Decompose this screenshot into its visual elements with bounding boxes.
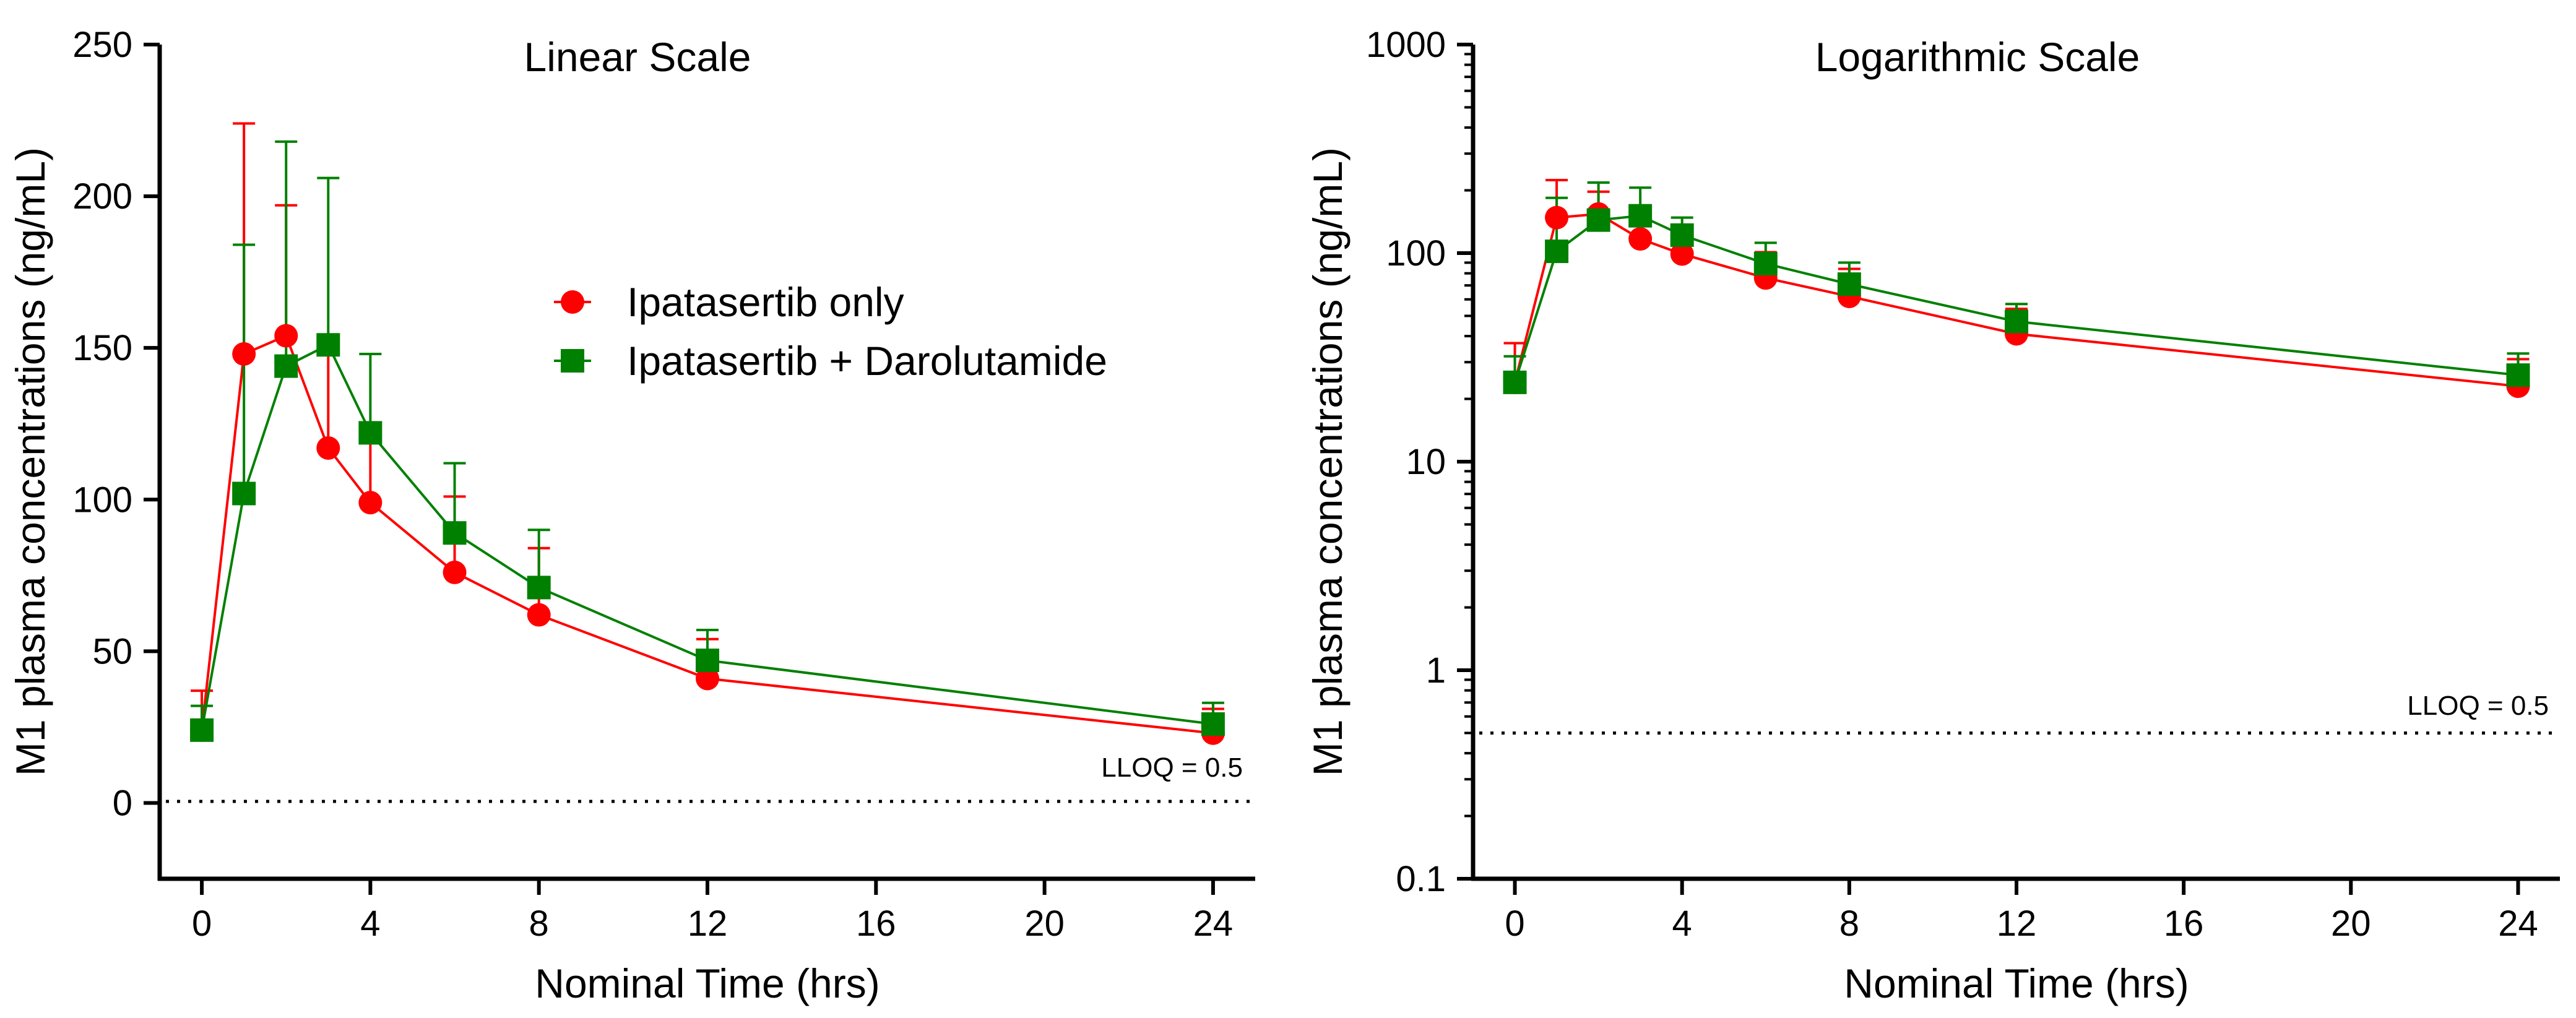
data-point bbox=[274, 354, 298, 378]
data-point bbox=[443, 560, 467, 584]
data-point bbox=[1503, 370, 1527, 394]
x-tick-label: 0 bbox=[1505, 904, 1524, 944]
x-tick-label: 0 bbox=[192, 904, 212, 944]
series-ipatasertib-darolutamide bbox=[1503, 181, 2530, 383]
data-point bbox=[443, 521, 467, 545]
data-point bbox=[1670, 242, 1694, 266]
data-point bbox=[527, 603, 551, 627]
lloq-label: LLOQ = 0.5 bbox=[2407, 691, 2549, 721]
data-point bbox=[1586, 208, 1610, 232]
legend-marker bbox=[561, 290, 584, 314]
x-tick-label: 24 bbox=[1193, 904, 1234, 944]
data-point bbox=[316, 436, 340, 460]
data-point bbox=[190, 718, 214, 742]
legend-item-ipatasertib-darolutamide: Ipatasertib + Darolutamide bbox=[554, 338, 1107, 384]
x-tick-label: 8 bbox=[529, 904, 549, 944]
data-point bbox=[1545, 205, 1569, 230]
y-tick-label: 200 bbox=[72, 176, 132, 217]
data-point bbox=[1670, 223, 1694, 247]
y-tick-label: 100 bbox=[1386, 233, 1446, 274]
data-point bbox=[1201, 712, 1225, 736]
x-tick-label: 16 bbox=[2164, 904, 2204, 944]
data-point bbox=[232, 342, 256, 366]
x-axis-title: Nominal Time (hrs) bbox=[1844, 960, 2189, 1006]
legend-label: Ipatasertib only bbox=[627, 279, 904, 325]
data-point bbox=[696, 666, 719, 691]
legend-marker bbox=[561, 349, 584, 373]
x-tick-label: 4 bbox=[360, 904, 380, 944]
data-point bbox=[1628, 204, 1653, 228]
y-tick-label: 1 bbox=[1426, 650, 1446, 691]
data-point bbox=[358, 491, 383, 515]
x-tick-label: 12 bbox=[1997, 904, 2037, 944]
series-markers-ipatasertib-only bbox=[1503, 202, 2530, 399]
y-tick-label: 1000 bbox=[1366, 25, 1446, 65]
y-tick-label: 250 bbox=[72, 25, 132, 65]
x-tick-label: 4 bbox=[1672, 904, 1692, 944]
series-markers-ipatasertib-darolutamide bbox=[190, 333, 1225, 742]
x-tick-label: 8 bbox=[1839, 904, 1859, 944]
series-markers-ipatasertib-only bbox=[190, 324, 1225, 745]
y-axis-title: M1 plasma concentrations (ng/mL) bbox=[1305, 147, 1351, 776]
y-tick-label: 50 bbox=[92, 631, 132, 671]
data-point bbox=[316, 333, 340, 357]
series-ipatasertib-only bbox=[1503, 178, 2530, 388]
y-tick-label: 150 bbox=[72, 328, 132, 368]
y-tick-label: 0.1 bbox=[1396, 859, 1446, 899]
data-point bbox=[2005, 309, 2028, 334]
chart-title: Linear Scale bbox=[524, 34, 751, 80]
data-point bbox=[696, 649, 719, 673]
y-tick-label: 0 bbox=[113, 783, 132, 823]
x-tick-label: 24 bbox=[2498, 904, 2538, 944]
x-axis-title: Nominal Time (hrs) bbox=[535, 960, 880, 1006]
series-markers-ipatasertib-darolutamide bbox=[1503, 204, 2530, 394]
data-point bbox=[2506, 363, 2530, 387]
data-point bbox=[1837, 272, 1861, 296]
series-line bbox=[1513, 212, 2518, 388]
y-tick-label: 100 bbox=[72, 480, 132, 520]
series-ipatasertib-darolutamide bbox=[191, 140, 1224, 731]
data-point bbox=[1753, 252, 1778, 276]
data-point bbox=[527, 576, 551, 600]
chart-title: Logarithmic Scale bbox=[1815, 34, 2140, 80]
x-tick-label: 12 bbox=[688, 904, 728, 944]
data-point bbox=[1545, 239, 1569, 264]
series-line bbox=[1513, 214, 2518, 383]
chart-panel-logarithmic-scale: 0 4 8 12 16 20 24 0.1 1 10 100 1000 Logarithmic Scal… bbox=[1305, 25, 2560, 1006]
data-point bbox=[1628, 227, 1653, 251]
data-point bbox=[358, 421, 383, 445]
y-tick-label: 10 bbox=[1406, 442, 1446, 482]
data-point bbox=[232, 481, 256, 506]
legend: Ipatasertib only Ipatasertib + Darolutami… bbox=[554, 279, 1107, 384]
x-tick-label: 20 bbox=[1024, 904, 1065, 944]
x-tick-label: 20 bbox=[2331, 904, 2371, 944]
chart-panel-linear-scale: 0 4 8 12 16 20 24 0 50 100 150 200 250 Linear Scale No… bbox=[7, 25, 1255, 1006]
legend-label: Ipatasertib + Darolutamide bbox=[627, 338, 1107, 384]
legend-item-ipatasertib-only: Ipatasertib only bbox=[554, 279, 904, 325]
x-tick-label: 16 bbox=[856, 904, 896, 944]
data-point bbox=[274, 324, 298, 348]
lloq-label: LLOQ = 0.5 bbox=[1101, 753, 1243, 783]
y-axis-title: M1 plasma concentrations (ng/mL) bbox=[7, 147, 53, 776]
